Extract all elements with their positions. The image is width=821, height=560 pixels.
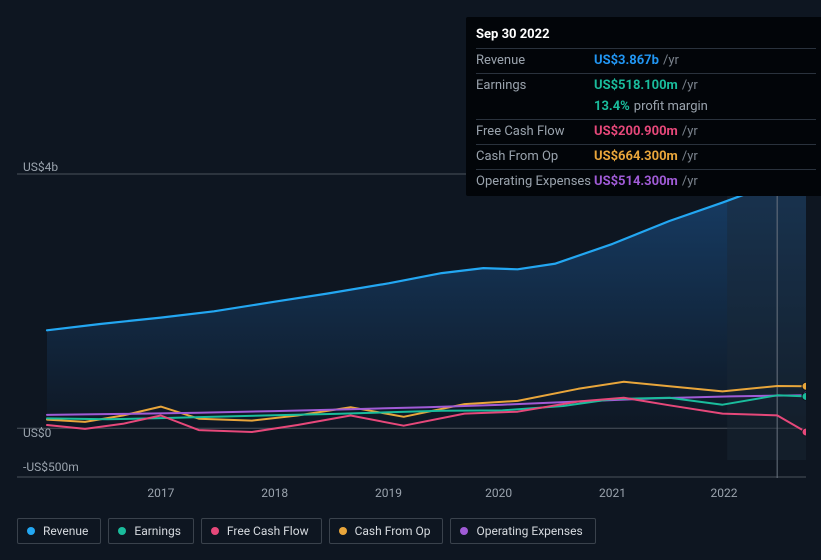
tooltip-row-label: Operating Expenses (476, 173, 594, 191)
tooltip-row-value: US$3.867b (594, 52, 659, 70)
legend-color-dot (27, 527, 35, 535)
tooltip-row: Operating ExpensesUS$514.300m/yr (476, 169, 816, 194)
x-tick-label: 2017 (147, 486, 174, 500)
financials-chart-page: { "tooltip": { "date": "Sep 30 2022", "r… (0, 0, 821, 560)
legend-label: Free Cash Flow (227, 524, 309, 538)
x-tick-label: 2019 (375, 486, 402, 500)
tooltip-row-label: Cash From Op (476, 148, 594, 166)
tooltip-row: Cash From OpUS$664.300m/yr (476, 144, 816, 169)
tooltip-row: EarningsUS$518.100m/yr (476, 73, 816, 98)
x-tick-label: 2020 (485, 486, 512, 500)
tooltip-row-value: US$664.300m (594, 148, 678, 166)
tooltip-row-unit: /yr (682, 173, 698, 191)
y-tick-label: US$4b (23, 160, 58, 174)
x-tick-label: 2022 (711, 486, 738, 500)
legend-label: Operating Expenses (476, 524, 582, 538)
legend-item[interactable]: Free Cash Flow (201, 518, 322, 544)
tooltip-row-label: Revenue (476, 52, 594, 70)
legend-color-dot (339, 527, 347, 535)
tooltip-date: Sep 30 2022 (476, 23, 816, 48)
tooltip-subrow: 13.4%profit margin (476, 98, 816, 119)
legend-color-dot (211, 527, 219, 535)
y-tick-label: -US$500m (23, 460, 79, 474)
tooltip-row-label: Earnings (476, 77, 594, 95)
tooltip-sub-value: 13.4% (594, 98, 630, 116)
legend-item[interactable]: Operating Expenses (450, 518, 595, 544)
tooltip-row-value: US$514.300m (594, 173, 678, 191)
tooltip-row-value: US$518.100m (594, 77, 678, 95)
chart-tooltip: Sep 30 2022 RevenueUS$3.867b/yrEarningsU… (466, 17, 821, 196)
legend-color-dot (460, 527, 468, 535)
legend-label: Earnings (134, 524, 181, 538)
tooltip-row-unit: /yr (663, 52, 679, 70)
tooltip-row-unit: /yr (682, 123, 698, 141)
tooltip-row-value: US$200.900m (594, 123, 678, 141)
legend-item[interactable]: Cash From Op (329, 518, 444, 544)
tooltip-row: RevenueUS$3.867b/yr (476, 48, 816, 73)
chart-legend: Revenue Earnings Free Cash Flow Cash From O… (17, 518, 596, 544)
legend-label: Cash From Op (355, 524, 431, 538)
tooltip-row: Free Cash FlowUS$200.900m/yr (476, 119, 816, 144)
x-tick-label: 2021 (599, 486, 626, 500)
tooltip-sub-label: profit margin (634, 98, 708, 116)
tooltip-row-unit: /yr (682, 148, 698, 166)
legend-item[interactable]: Revenue (17, 518, 101, 544)
tooltip-row-label: Free Cash Flow (476, 123, 594, 141)
chart-svg (17, 160, 806, 478)
x-tick-label: 2018 (261, 486, 288, 500)
legend-item[interactable]: Earnings (108, 518, 194, 544)
chart-area[interactable] (17, 160, 806, 500)
legend-label: Revenue (43, 524, 88, 538)
legend-color-dot (118, 527, 126, 535)
tooltip-row-unit: /yr (682, 77, 698, 95)
y-tick-label: US$0 (23, 426, 51, 440)
